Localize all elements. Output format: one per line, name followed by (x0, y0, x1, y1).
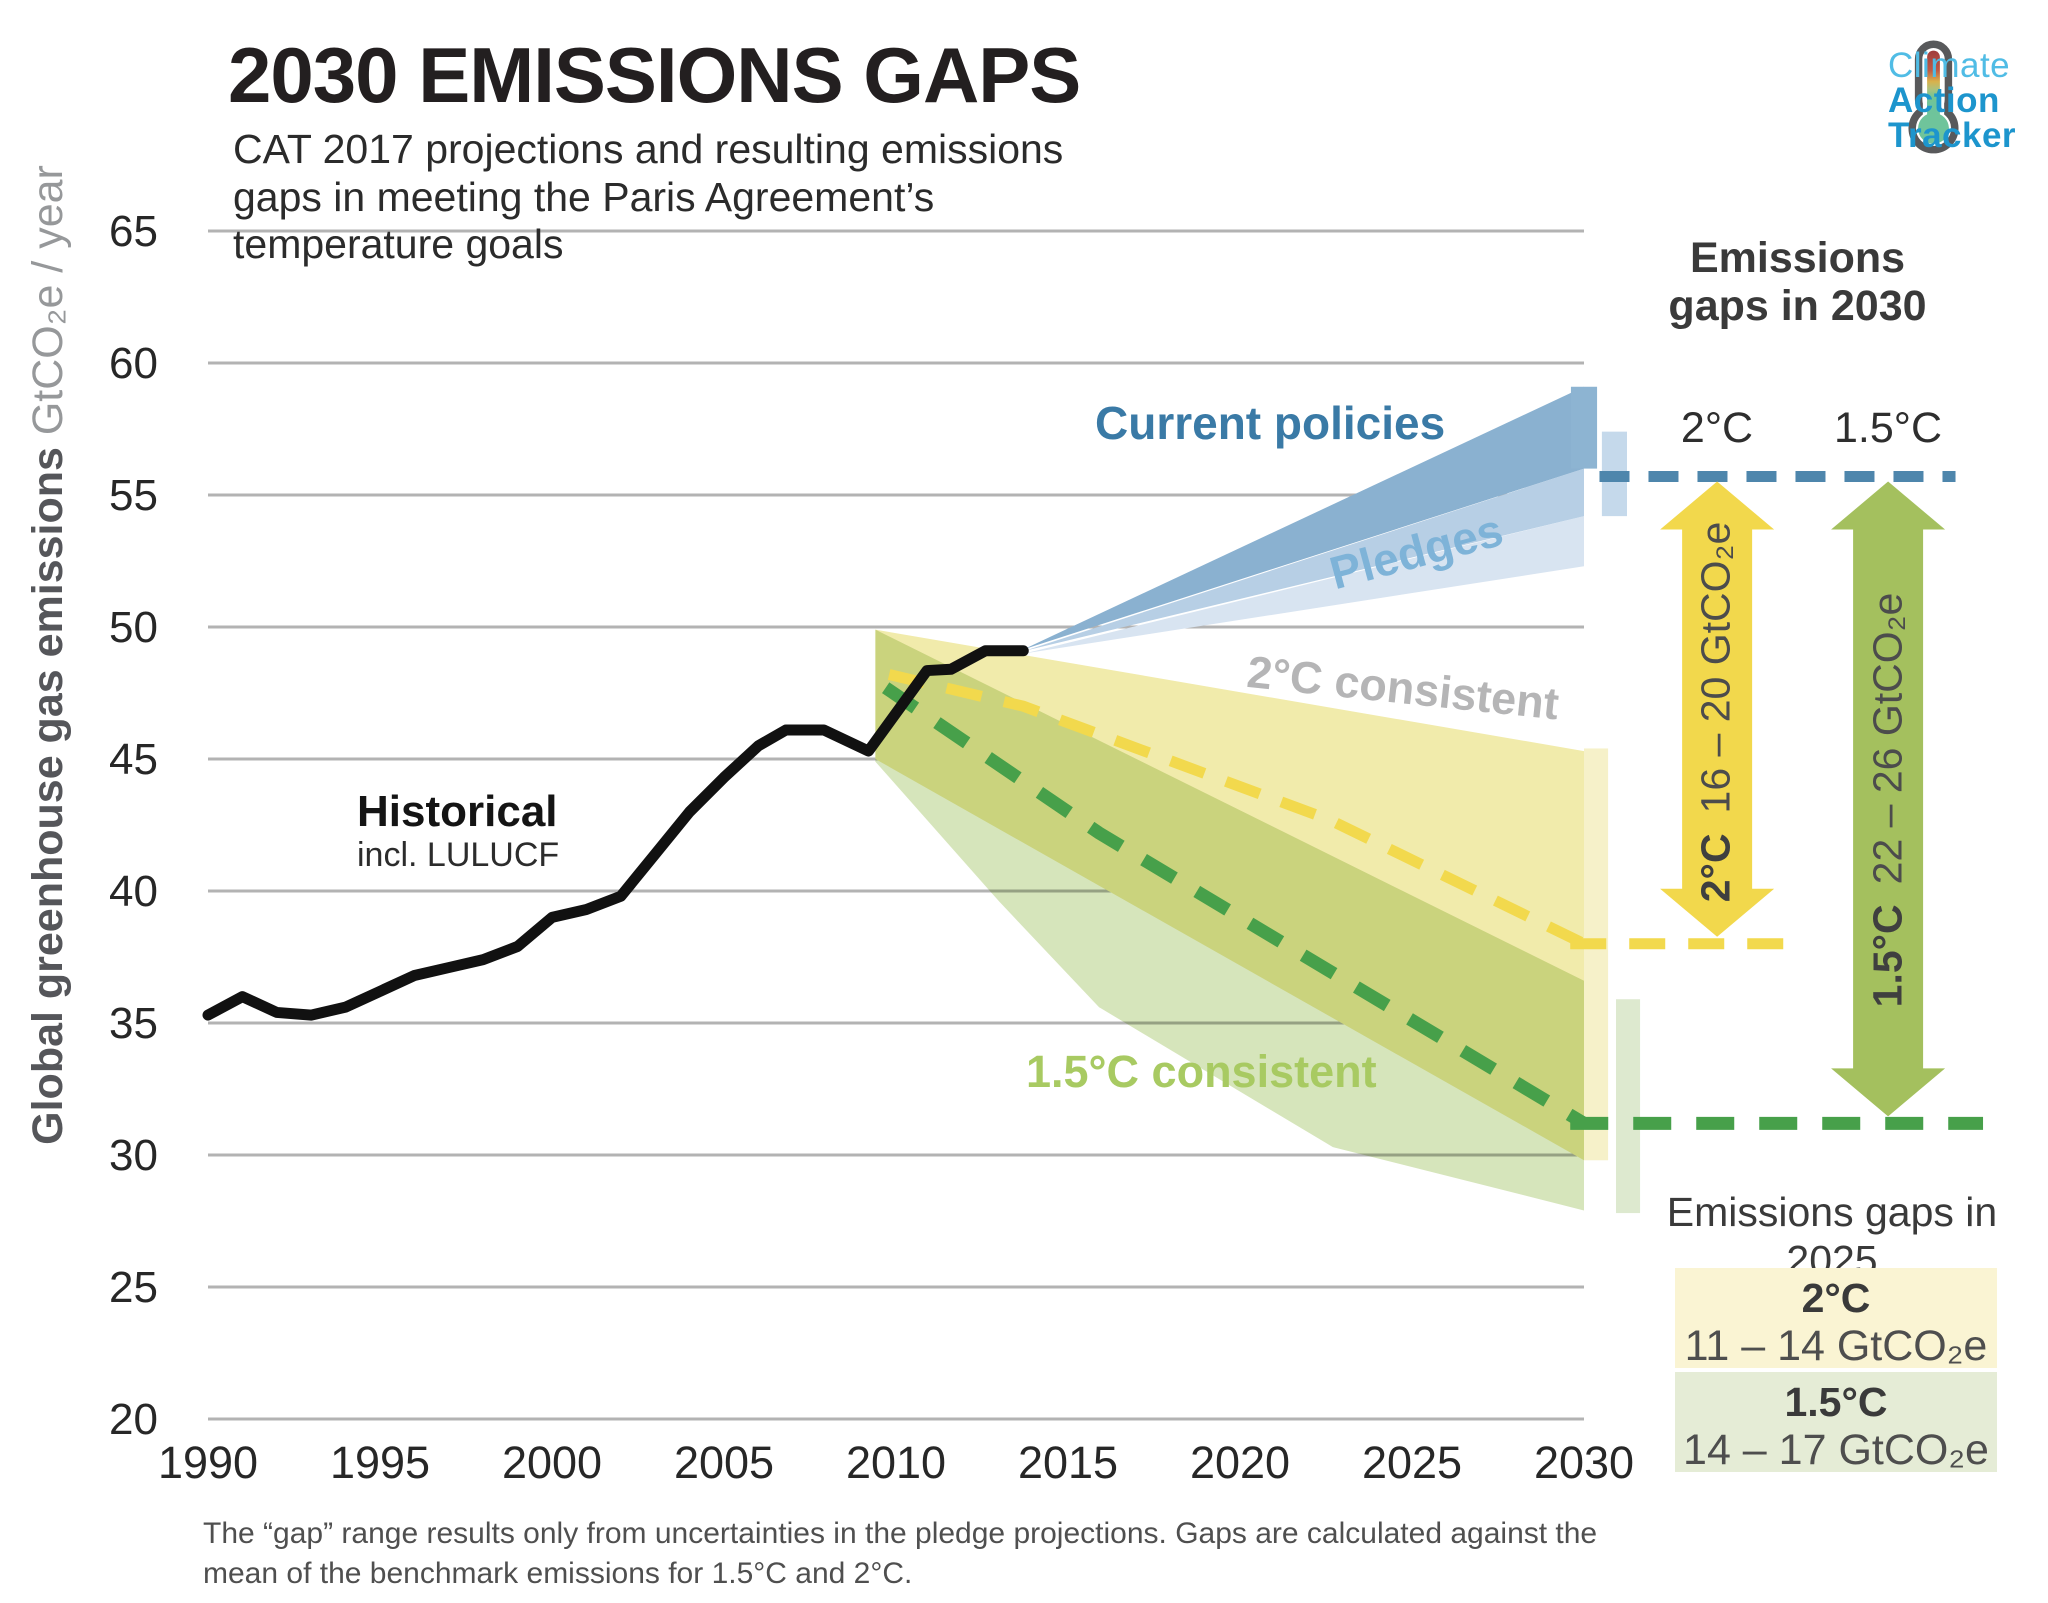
y-tick-60: 60 (109, 339, 158, 388)
x-tick-1995: 1995 (330, 1437, 430, 1488)
gap-arrow-2c-label: 2°C 16 – 20 GtCO₂e (1693, 522, 1740, 903)
band-15c-consistent (875, 629, 1584, 1211)
y-tick-30: 30 (109, 1131, 158, 1180)
gap-arrow-2c (1660, 481, 1775, 937)
x-tick-2015: 2015 (1018, 1437, 1118, 1488)
thermometer-icon (1908, 40, 1959, 154)
x-tick-2010: 2010 (846, 1437, 946, 1488)
benchmark-15c-mean (882, 682, 1588, 1129)
bar-2030-2c (1584, 748, 1609, 1161)
historical-line (202, 645, 1029, 1021)
current-policies-label: Current policies (1095, 397, 1446, 449)
logo-word-climate: Climate (1888, 46, 2011, 85)
gaps-2025-box-15c: 1.5°C 14 – 17 GtCO₂e (1675, 1372, 1997, 1474)
gap-arrow-15c-label: 1.5°C 22 – 26 GtCO₂e (1865, 593, 1912, 1008)
y-tick-20: 20 (109, 1395, 158, 1444)
logo-word-action: Action (1888, 81, 2000, 120)
climate-action-tracker-logo (1908, 40, 1959, 154)
y-tick-45: 45 (109, 735, 158, 784)
x-tick-2030: 2030 (1534, 1437, 1634, 1488)
y-tick-65: 65 (109, 207, 158, 256)
y-tick-55: 55 (109, 471, 158, 520)
gaps-2025-2c-label: 2°C (1801, 1275, 1871, 1321)
x-tick-1990: 1990 (158, 1437, 258, 1488)
y-axis-title: Global greenhouse gas emissions GtCO₂e /… (24, 165, 72, 1145)
bar-2030-current-policies (1570, 386, 1598, 469)
x-tick-2005: 2005 (674, 1437, 774, 1488)
page-title: 2030 EMISSIONS GAPS (228, 31, 1081, 119)
gaps-2030-col-2c: 2°C (1680, 404, 1754, 452)
footnote: The “gap” range results only from uncert… (203, 1517, 1598, 1590)
gap-arrow-2c-value: 16 – 20 GtCO₂e (1692, 521, 1739, 814)
y-tick-35: 35 (109, 999, 158, 1048)
y-tick-40: 40 (109, 867, 158, 916)
gaps-2025-15c-label: 1.5°C (1784, 1379, 1888, 1425)
benchmark-2c-mean (887, 669, 1587, 949)
gap-arrow-15c-value: 22 – 26 GtCO₂e (1864, 592, 1911, 885)
gap-arrow-15c (1831, 481, 1946, 1117)
bar-2030-15c (1615, 999, 1641, 1214)
gap-arrow-2c-temp: 2°C (1692, 833, 1739, 903)
logo-word-tracker: Tracker (1888, 116, 2017, 155)
page-subtitle: CAT 2017 projections and resulting emiss… (233, 126, 1064, 268)
logo-wordmark: Climate Action Tracker (1888, 48, 2016, 153)
historical-label: Historical (357, 787, 558, 836)
wedge-current-policies (1023, 386, 1584, 650)
gap-arrow-15c-temp: 1.5°C (1864, 904, 1911, 1008)
one-half-c-consistent-label: 1.5°C consistent (1026, 1046, 1377, 1097)
gaps-2025-2c-value: 11 – 14 GtCO₂e (1684, 1322, 1988, 1370)
gaps-2030-col-15c: 1.5°C (1833, 404, 1943, 452)
wedge-pledges-mid (1025, 468, 1584, 651)
gaps-2025-15c-value: 14 – 17 GtCO₂e (1683, 1426, 1989, 1474)
y-tick-25: 25 (109, 1263, 158, 1312)
x-tick-2000: 2000 (502, 1437, 602, 1488)
wedge-pledges-light (1025, 516, 1584, 654)
x-tick-2025: 2025 (1362, 1437, 1462, 1488)
x-tick-2020: 2020 (1190, 1437, 1290, 1488)
y-tick-50: 50 (109, 603, 158, 652)
historical-sublabel: incl. LULUCF (357, 836, 560, 874)
gaps-2025-box-2c: 2°C 11 – 14 GtCO₂e (1675, 1268, 1997, 1370)
gaps-2030-title: Emissions gaps in 2030 (1668, 234, 1927, 331)
